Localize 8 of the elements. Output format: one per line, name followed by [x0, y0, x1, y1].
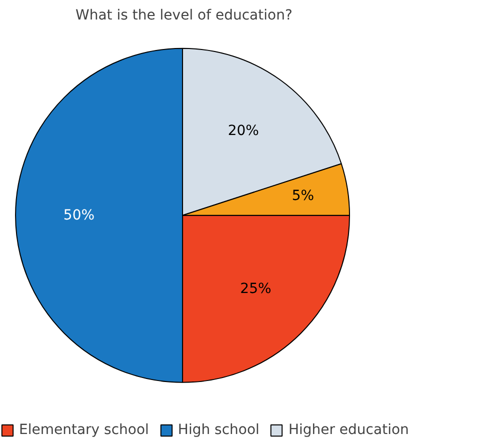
data-label: 50%	[63, 207, 95, 224]
legend-label: High school	[178, 422, 260, 438]
data-label: 20%	[228, 123, 259, 140]
legend-label: Higher education	[288, 422, 409, 438]
legend-label: Elementary school	[19, 422, 149, 438]
chart-title: What is the level of education?	[76, 8, 292, 24]
data-label: 5%	[292, 188, 314, 204]
data-label: 25%	[240, 280, 272, 297]
